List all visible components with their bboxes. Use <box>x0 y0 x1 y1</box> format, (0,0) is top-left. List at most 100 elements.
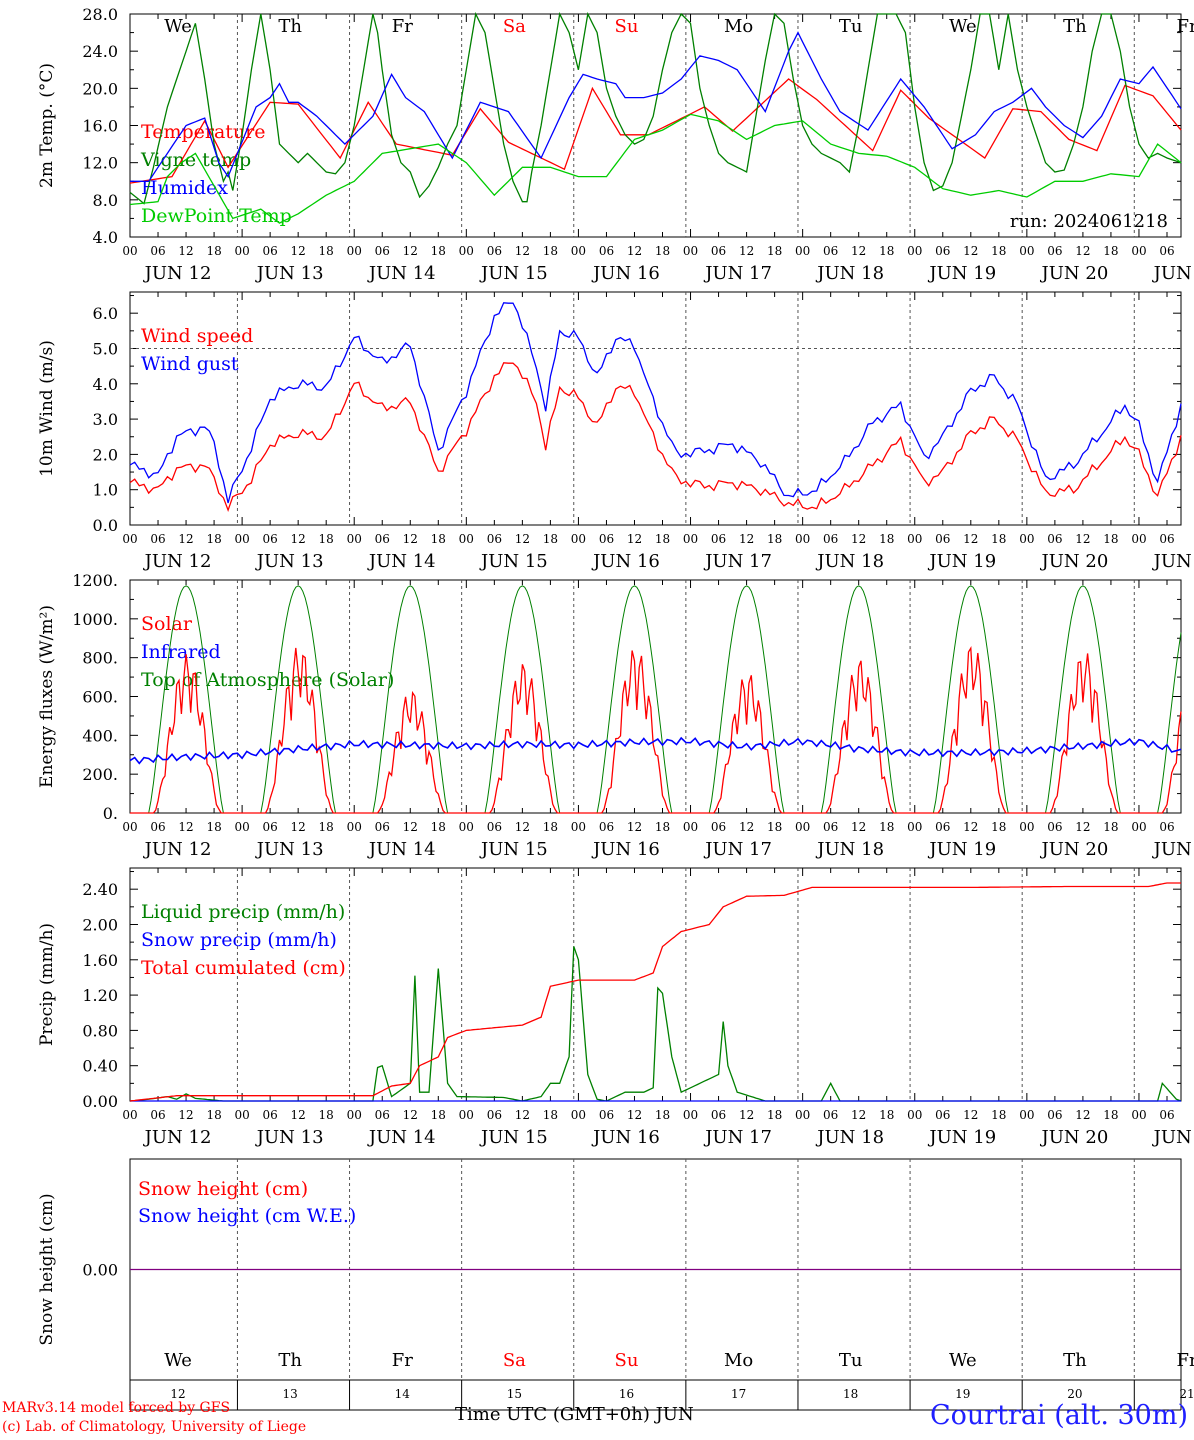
hour-tick-label: 18 <box>655 1108 670 1122</box>
hour-tick-label: 12 <box>403 532 418 546</box>
day-number: 14 <box>395 1387 411 1401</box>
hour-tick-label: 18 <box>1103 1108 1118 1122</box>
hour-tick-label: 18 <box>991 244 1006 258</box>
hour-tick-label: 12 <box>963 820 978 834</box>
weekday-label: Th <box>1063 1350 1087 1371</box>
hour-tick-label: 00 <box>571 820 586 834</box>
day-number: 12 <box>170 1387 185 1401</box>
panel-1: 00 06 12 18 00 06 12 18 00 06 12 18 00 06 12 18 00 06 12 18… <box>37 5 1194 284</box>
y-axis-label: Precip (mm/h) <box>37 923 57 1046</box>
hour-tick-label: 12 <box>291 244 306 258</box>
hour-tick-label: 18 <box>206 1108 221 1122</box>
y-tick-label: 1.20 <box>82 986 118 1005</box>
y-tick-label: 0. <box>103 804 118 823</box>
hour-tick-label: 18 <box>543 820 558 834</box>
weekday-label: Mo <box>724 1350 753 1371</box>
day-label: JUN 16 <box>591 551 660 572</box>
weekday-label: Su <box>615 16 639 37</box>
day-label: JUN 12 <box>143 263 212 284</box>
y-tick-label: 0.40 <box>82 1057 118 1076</box>
hour-tick-label: 18 <box>431 820 446 834</box>
hour-tick-label: 00 <box>1131 820 1146 834</box>
hour-tick-label: 06 <box>711 1108 726 1122</box>
hour-tick-label: 06 <box>487 820 502 834</box>
hour-tick-label: 12 <box>1075 532 1090 546</box>
legend-entry: Top of Atmosphere (Solar) <box>141 669 394 691</box>
lab-credit: (c) Lab. of Climatology, University of L… <box>2 1419 307 1435</box>
day-label: JUN 20 <box>1040 263 1109 284</box>
y-tick-label: 4.0 <box>93 375 118 394</box>
day-label: JUN 15 <box>479 1127 548 1148</box>
legend-entry: Temperature <box>141 121 265 143</box>
day-label: JUN 13 <box>255 1127 324 1148</box>
y-tick-label: 400. <box>82 726 118 745</box>
hour-tick-label: 12 <box>739 532 754 546</box>
hour-tick-label: 06 <box>1159 244 1174 258</box>
hour-tick-label: 00 <box>1019 244 1034 258</box>
y-tick-label: 0.80 <box>82 1021 118 1040</box>
day-label: JUN 12 <box>143 839 212 860</box>
y-tick-label: 1000. <box>72 610 118 629</box>
hour-tick-label: 00 <box>122 1108 137 1122</box>
day-label: JUN 15 <box>479 263 548 284</box>
solar-line <box>130 646 1182 814</box>
hour-tick-label: 18 <box>991 820 1006 834</box>
hour-tick-label: 12 <box>515 1108 530 1122</box>
hour-tick-label: 18 <box>991 1108 1006 1122</box>
legend-entry: Wind speed <box>141 325 253 347</box>
hour-tick-label: 06 <box>375 244 390 258</box>
hour-tick-label: 06 <box>711 244 726 258</box>
model-credit: MARv3.14 model forced by GFS <box>2 1400 231 1416</box>
day-label: JUN 14 <box>367 1127 436 1148</box>
hour-tick-label: 18 <box>206 532 221 546</box>
hour-tick-label: 00 <box>683 244 698 258</box>
weekday-label: We <box>949 16 977 37</box>
weekday-label: Fr <box>1176 16 1194 37</box>
hour-tick-label: 06 <box>487 1108 502 1122</box>
y-tick-label: 24.0 <box>82 42 118 61</box>
y-tick-label: 800. <box>82 649 118 668</box>
hour-tick-label: 00 <box>907 244 922 258</box>
hour-tick-label: 00 <box>571 1108 586 1122</box>
day-label: JUN 13 <box>255 263 324 284</box>
day-label: JUN 19 <box>927 1127 996 1148</box>
legend-entry: DewPoint Temp <box>141 205 292 227</box>
hour-tick-label: 18 <box>431 244 446 258</box>
panel-3: 00 06 12 18 00 06 12 18 00 06 12 18 00 06 12 18 00 06 12 18… <box>37 571 1194 860</box>
hour-tick-label: 06 <box>1159 820 1174 834</box>
total-cumulated-cm-line <box>129 882 1181 1102</box>
hour-tick-label: 06 <box>823 820 838 834</box>
hour-tick-label: 18 <box>879 244 894 258</box>
day-label: JUN 18 <box>815 1127 884 1148</box>
hour-tick-label: 06 <box>823 532 838 546</box>
hour-tick-label: 06 <box>375 1108 390 1122</box>
weekday-label: Tu <box>839 1350 863 1371</box>
hour-tick-label: 18 <box>1103 532 1118 546</box>
hour-tick-label: 12 <box>963 244 978 258</box>
hour-tick-label: 06 <box>823 1108 838 1122</box>
hour-tick-label: 12 <box>851 820 866 834</box>
day-label: JUN 12 <box>143 1127 212 1148</box>
y-axis-label: 10m Wind (m/s) <box>37 340 57 477</box>
hour-tick-label: 06 <box>711 820 726 834</box>
y-tick-label: 0.00 <box>82 1261 118 1280</box>
weekday-label: Fr <box>1176 1350 1194 1371</box>
hour-tick-label: 00 <box>347 1108 362 1122</box>
weekday-label: Tu <box>839 16 863 37</box>
hour-tick-label: 12 <box>515 820 530 834</box>
hour-tick-label: 06 <box>487 532 502 546</box>
day-number: 13 <box>283 1387 298 1401</box>
y-tick-label: 2.40 <box>82 880 118 899</box>
hour-tick-label: 12 <box>1075 820 1090 834</box>
day-label: JUN 17 <box>703 263 772 284</box>
temperature-line <box>129 78 1182 184</box>
hour-tick-label: 00 <box>571 532 586 546</box>
hour-tick-label: 00 <box>683 532 698 546</box>
y-tick-label: 6.0 <box>93 304 118 323</box>
panel-2: 00 06 12 18 00 06 12 18 00 06 12 18 00 06 12 18 00 06 12 18… <box>37 291 1194 572</box>
y-tick-label: 0.0 <box>93 516 118 535</box>
y-tick-label: 28.0 <box>82 5 118 24</box>
panel-4: 00 06 12 18 00 06 12 18 00 06 12 18 00 06 12 18 00 06 12 18… <box>37 867 1194 1148</box>
hour-tick-label: 00 <box>122 244 137 258</box>
hour-tick-label: 00 <box>907 532 922 546</box>
